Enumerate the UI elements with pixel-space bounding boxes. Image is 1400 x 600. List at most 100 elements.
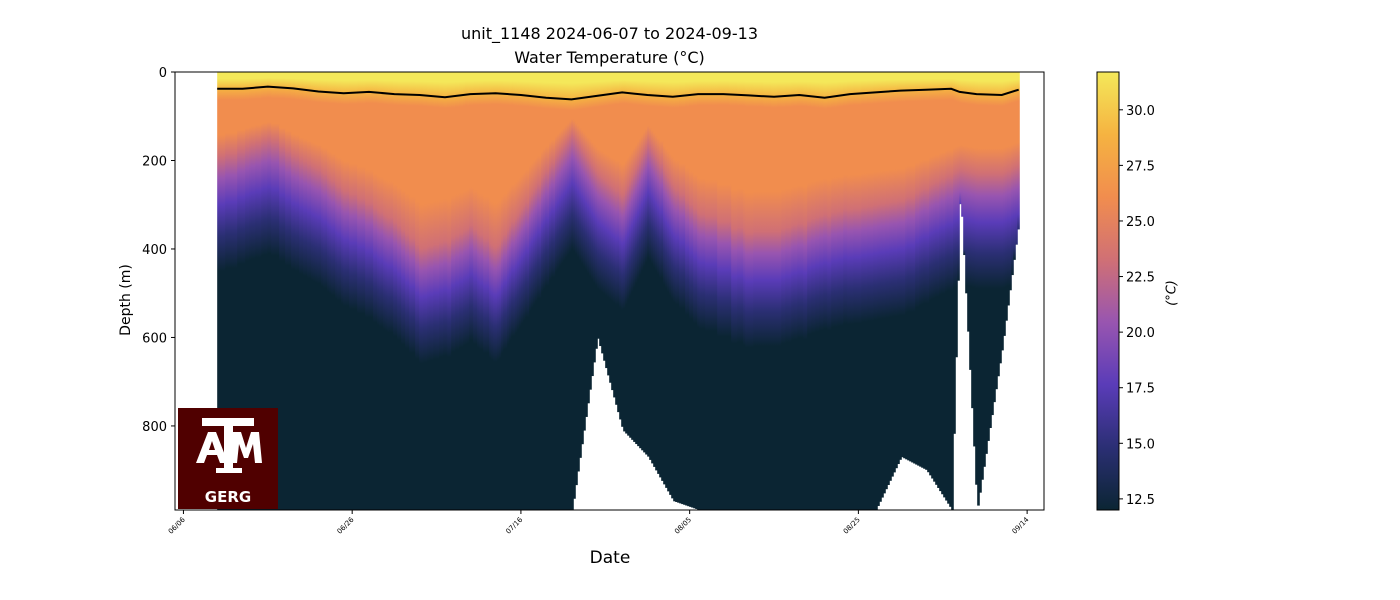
heatmap-column <box>347 72 350 510</box>
heatmap-column <box>281 72 284 510</box>
heatmap-column <box>233 72 236 510</box>
heatmap-columns <box>217 72 1020 510</box>
heatmap-column <box>897 72 900 465</box>
heatmap-column <box>965 72 968 294</box>
heatmap-column <box>619 72 622 420</box>
heatmap-column <box>873 72 876 510</box>
heatmap-column <box>635 72 638 445</box>
heatmap-column <box>657 72 660 474</box>
heatmap-column <box>919 72 922 467</box>
heatmap-column <box>479 72 482 510</box>
heatmap-column <box>891 72 894 477</box>
heatmap-column <box>835 72 838 510</box>
heatmap-column <box>299 72 302 510</box>
heatmap-column <box>655 72 658 471</box>
heatmap-column <box>971 72 974 409</box>
heatmap-column <box>639 72 642 449</box>
heatmap-column <box>629 72 632 438</box>
heatmap-column <box>1001 72 1004 351</box>
heatmap-column <box>571 72 574 510</box>
heatmap-column <box>269 72 272 510</box>
heatmap-column <box>885 72 888 490</box>
heatmap-column <box>325 72 328 510</box>
heatmap-column <box>767 72 770 510</box>
heatmap-column <box>279 72 282 510</box>
heatmap-column <box>949 72 952 507</box>
heatmap-column <box>881 72 884 498</box>
heatmap-column <box>389 72 392 510</box>
heatmap-column <box>685 72 688 506</box>
heatmap-column <box>775 72 778 510</box>
heatmap-column <box>239 72 242 510</box>
heatmap-column <box>925 72 928 470</box>
heatmap-column <box>709 72 712 510</box>
heatmap-column <box>981 72 984 480</box>
heatmap-column <box>875 72 878 510</box>
y-tick-label: 0 <box>159 66 167 81</box>
heatmap-column <box>813 72 816 510</box>
heatmap-column <box>545 72 548 510</box>
heatmap-column <box>481 72 484 510</box>
heatmap-column <box>565 72 568 510</box>
heatmap-column <box>345 72 348 510</box>
heatmap-column <box>989 72 992 428</box>
heatmap-column <box>615 72 618 405</box>
heatmap-column <box>595 72 598 349</box>
heatmap-column <box>871 72 874 510</box>
heatmap-column <box>859 72 862 510</box>
heatmap-column <box>363 72 366 510</box>
heatmap-column <box>341 72 344 510</box>
heatmap-column <box>679 72 682 504</box>
heatmap-column <box>371 72 374 510</box>
heatmap-column <box>445 72 448 510</box>
heatmap-column <box>817 72 820 510</box>
heatmap-column <box>755 72 758 510</box>
heatmap-column <box>283 72 286 510</box>
heatmap-column <box>941 72 944 495</box>
heatmap-column <box>869 72 872 510</box>
heatmap-column <box>719 72 722 510</box>
heatmap-column <box>597 72 600 339</box>
heatmap-column <box>841 72 844 510</box>
heatmap-column <box>821 72 824 510</box>
heatmap-column <box>355 72 358 510</box>
heatmap-column <box>235 72 238 510</box>
heatmap-column <box>889 72 892 481</box>
heatmap-column <box>351 72 354 510</box>
heatmap-column <box>473 72 476 510</box>
y-tick-label: 600 <box>142 331 167 346</box>
x-tick-label: 08/25 <box>842 516 862 536</box>
heatmap-column <box>567 72 570 510</box>
heatmap-column <box>641 72 644 451</box>
heatmap-column <box>917 72 920 466</box>
heatmap-column <box>533 72 536 510</box>
heatmap-column <box>315 72 318 510</box>
heatmap-column <box>259 72 262 510</box>
heatmap-column <box>717 72 720 510</box>
heatmap-column <box>257 72 260 510</box>
heatmap-column <box>827 72 830 510</box>
y-axis-label-wrap: Depth (m) <box>116 264 136 336</box>
heatmap-column <box>467 72 470 510</box>
heatmap-column <box>947 72 950 504</box>
heatmap-column <box>671 72 674 499</box>
heatmap-column <box>393 72 396 510</box>
heatmap-column <box>395 72 398 510</box>
heatmap-column <box>795 72 798 510</box>
heatmap-column <box>645 72 648 455</box>
colorbar-tick-label: 17.5 <box>1126 382 1155 397</box>
heatmap-column <box>713 72 716 510</box>
heatmap-column <box>499 72 502 510</box>
colorbar-label: (°C) <box>1164 280 1180 306</box>
heatmap-column <box>263 72 266 510</box>
heatmap-column <box>1003 72 1006 336</box>
heatmap-column <box>797 72 800 510</box>
heatmap-column <box>865 72 868 510</box>
heatmap-column <box>999 72 1002 364</box>
heatmap-column <box>769 72 772 510</box>
heatmap-column <box>477 72 480 510</box>
heatmap-column <box>221 72 224 510</box>
heatmap-column <box>243 72 246 510</box>
heatmap-column <box>903 72 906 459</box>
